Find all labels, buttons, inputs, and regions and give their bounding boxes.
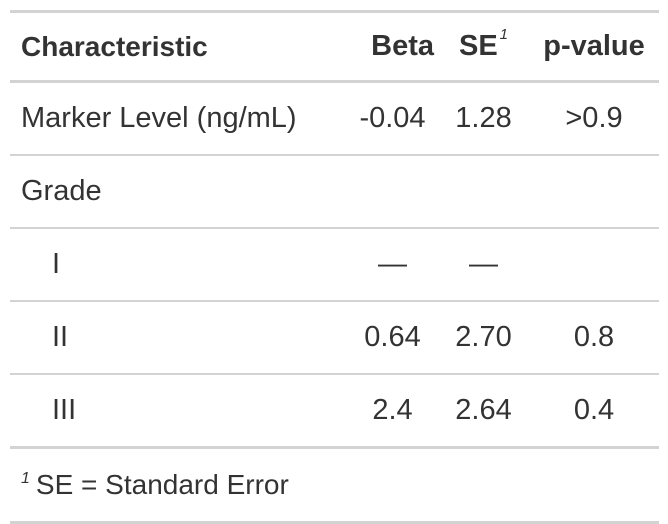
row-label: II xyxy=(52,321,69,353)
row-divider xyxy=(10,373,659,375)
header-beta: Beta xyxy=(371,30,434,62)
row-p-value: 0.8 xyxy=(573,321,615,353)
row-beta: 0.64 xyxy=(364,321,421,353)
table-header-row: Characteristic Beta SE 1 p-value xyxy=(10,13,659,80)
row-label: Marker Level (ng/mL) xyxy=(21,102,297,134)
row-se: 1.28 xyxy=(455,102,512,134)
body-bottom-rule xyxy=(10,446,659,449)
table-row: III 2.4 2.64 0.4 xyxy=(10,375,659,446)
table-footnote: 1 SE = Standard Error xyxy=(10,449,659,521)
row-label: Grade xyxy=(21,175,102,207)
header-se-label: SE xyxy=(458,30,498,62)
header-p-value: p-value xyxy=(543,30,645,62)
row-beta: 2.4 xyxy=(372,394,413,426)
row-se: — xyxy=(469,248,498,280)
header-se-footnote-mark: 1 xyxy=(499,26,509,43)
row-label: III xyxy=(52,394,77,426)
row-divider xyxy=(10,154,659,156)
footnote-text: SE = Standard Error xyxy=(35,469,289,500)
regression-table: Characteristic Beta SE 1 p-value Marker L… xyxy=(10,10,659,524)
table-row: Marker Level (ng/mL) -0.04 1.28 >0.9 xyxy=(10,83,659,154)
table-row: I — — xyxy=(10,229,659,300)
table-row: II 0.64 2.70 0.8 xyxy=(10,302,659,373)
row-divider xyxy=(10,300,659,302)
footnote-mark: 1 xyxy=(21,470,30,487)
row-label: I xyxy=(52,248,61,280)
row-se: 2.70 xyxy=(455,321,512,353)
row-p-value: >0.9 xyxy=(565,102,623,134)
header-characteristic: Characteristic xyxy=(21,30,208,62)
header-rule xyxy=(10,80,659,83)
row-p-value: 0.4 xyxy=(573,394,615,426)
row-se: 2.64 xyxy=(455,394,512,426)
header-se: SE 1 xyxy=(438,26,529,63)
table-row: Grade xyxy=(10,156,659,227)
top-rule xyxy=(10,10,659,13)
row-beta: — xyxy=(378,248,407,280)
row-divider xyxy=(10,227,659,229)
row-beta: -0.04 xyxy=(359,102,426,134)
